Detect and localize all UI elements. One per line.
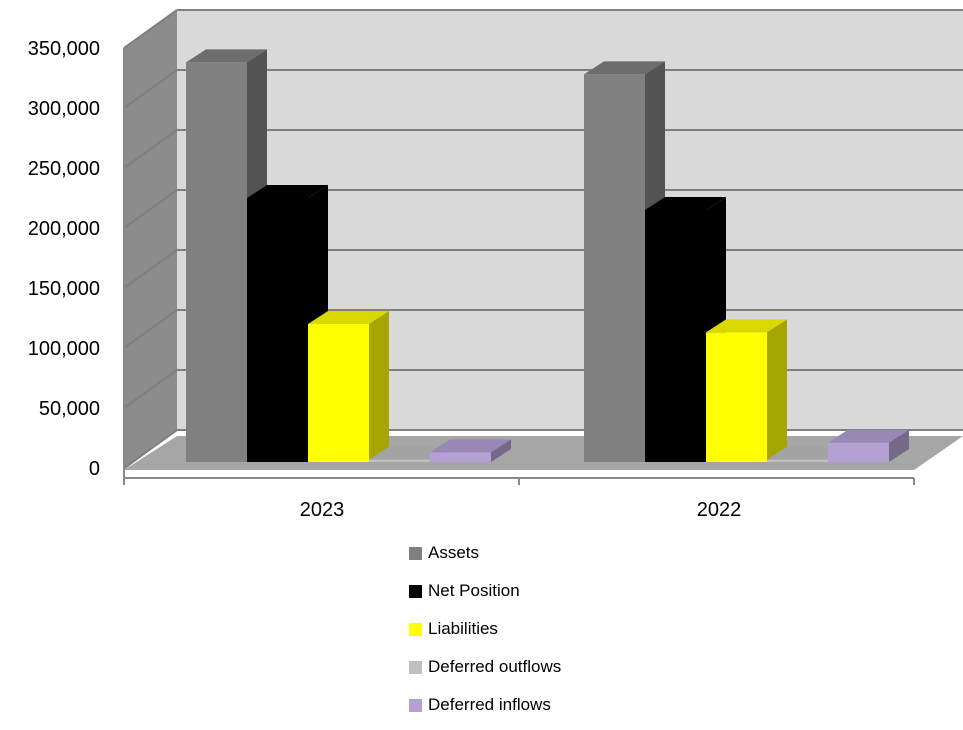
left-wall <box>124 10 177 470</box>
bar-top <box>308 311 389 324</box>
bar-top <box>247 185 328 198</box>
bar-top <box>767 446 848 460</box>
bar-front <box>430 452 491 462</box>
legend-label-net-position: Net Position <box>428 581 520 600</box>
bar-front <box>767 459 828 462</box>
gridline-side <box>123 369 178 409</box>
gridline-side <box>123 429 178 469</box>
bar-top <box>645 197 726 210</box>
bar-top <box>584 61 665 75</box>
y-tick-label: 0 <box>89 458 100 480</box>
bar-front <box>247 198 308 462</box>
x-tick-labels: 2023 2022 <box>123 478 915 521</box>
legend-swatch-net-position <box>409 584 422 598</box>
bar-front <box>369 459 430 462</box>
bar-side <box>491 439 511 462</box>
bar-side <box>767 319 787 462</box>
bar-top <box>369 446 450 460</box>
y-tick-label: 100,000 <box>28 338 100 360</box>
bar-top <box>186 49 267 63</box>
bar-front <box>645 210 706 462</box>
bar-top <box>828 429 909 443</box>
bars <box>186 49 909 463</box>
y-tick-labels: 0 50,000 100,000 150,000 200,000 250,000 300,0… <box>28 38 100 480</box>
legend-label-deferred-outflows: Deferred outflows <box>428 657 562 676</box>
gridline-side <box>123 69 178 109</box>
y-tick-label: 300,000 <box>28 98 100 120</box>
gridline-side <box>123 249 178 289</box>
bar-side <box>889 429 909 462</box>
bar-deferred-inflows-2022 <box>828 429 909 462</box>
legend-item-assets: Assets <box>409 540 561 566</box>
legend-item-net-position: Net Position <box>409 578 561 604</box>
bar-front <box>308 324 369 462</box>
gridline-side <box>123 129 178 169</box>
legend-swatch-deferred-inflows <box>409 698 422 712</box>
y-tick-label: 350,000 <box>28 38 100 60</box>
legend-item-liabilities: Liabilities <box>409 616 561 642</box>
bar-front <box>584 74 645 463</box>
y-tick-label: 200,000 <box>28 218 100 240</box>
bar-front <box>706 332 767 462</box>
y-tick-label: 250,000 <box>28 158 100 180</box>
gridline-side <box>123 309 178 349</box>
legend-label-liabilities: Liabilities <box>428 619 498 638</box>
legend-item-deferred-outflows: Deferred outflows <box>409 654 561 680</box>
bar-side <box>369 311 389 462</box>
x-tick-label-2022: 2022 <box>697 499 742 521</box>
bar-top <box>430 439 511 453</box>
legend-swatch-assets <box>409 546 422 560</box>
bar-front <box>186 62 247 463</box>
bar-deferred-inflows-2023 <box>430 439 511 462</box>
y-tick-label: 150,000 <box>28 278 100 300</box>
bar-top <box>706 319 787 333</box>
legend-swatch-deferred-outflows <box>409 660 422 674</box>
legend-swatch-liabilities <box>409 622 422 636</box>
legend-label-assets: Assets <box>428 543 480 562</box>
legend-label-deferred-inflows: Deferred inflows <box>428 695 551 714</box>
x-tick-label-2023: 2023 <box>300 499 345 521</box>
bar-front <box>828 442 889 462</box>
gridline-side <box>123 189 178 229</box>
bar-liabilities-2022 <box>706 319 787 462</box>
legend-item-deferred-inflows: Deferred inflows <box>409 692 561 718</box>
y-tick-label: 50,000 <box>39 398 100 420</box>
bar-liabilities-2023 <box>308 311 389 462</box>
gridline-side <box>123 9 178 49</box>
legend: Assets Net Position Liabilities Deferred… <box>409 540 561 730</box>
